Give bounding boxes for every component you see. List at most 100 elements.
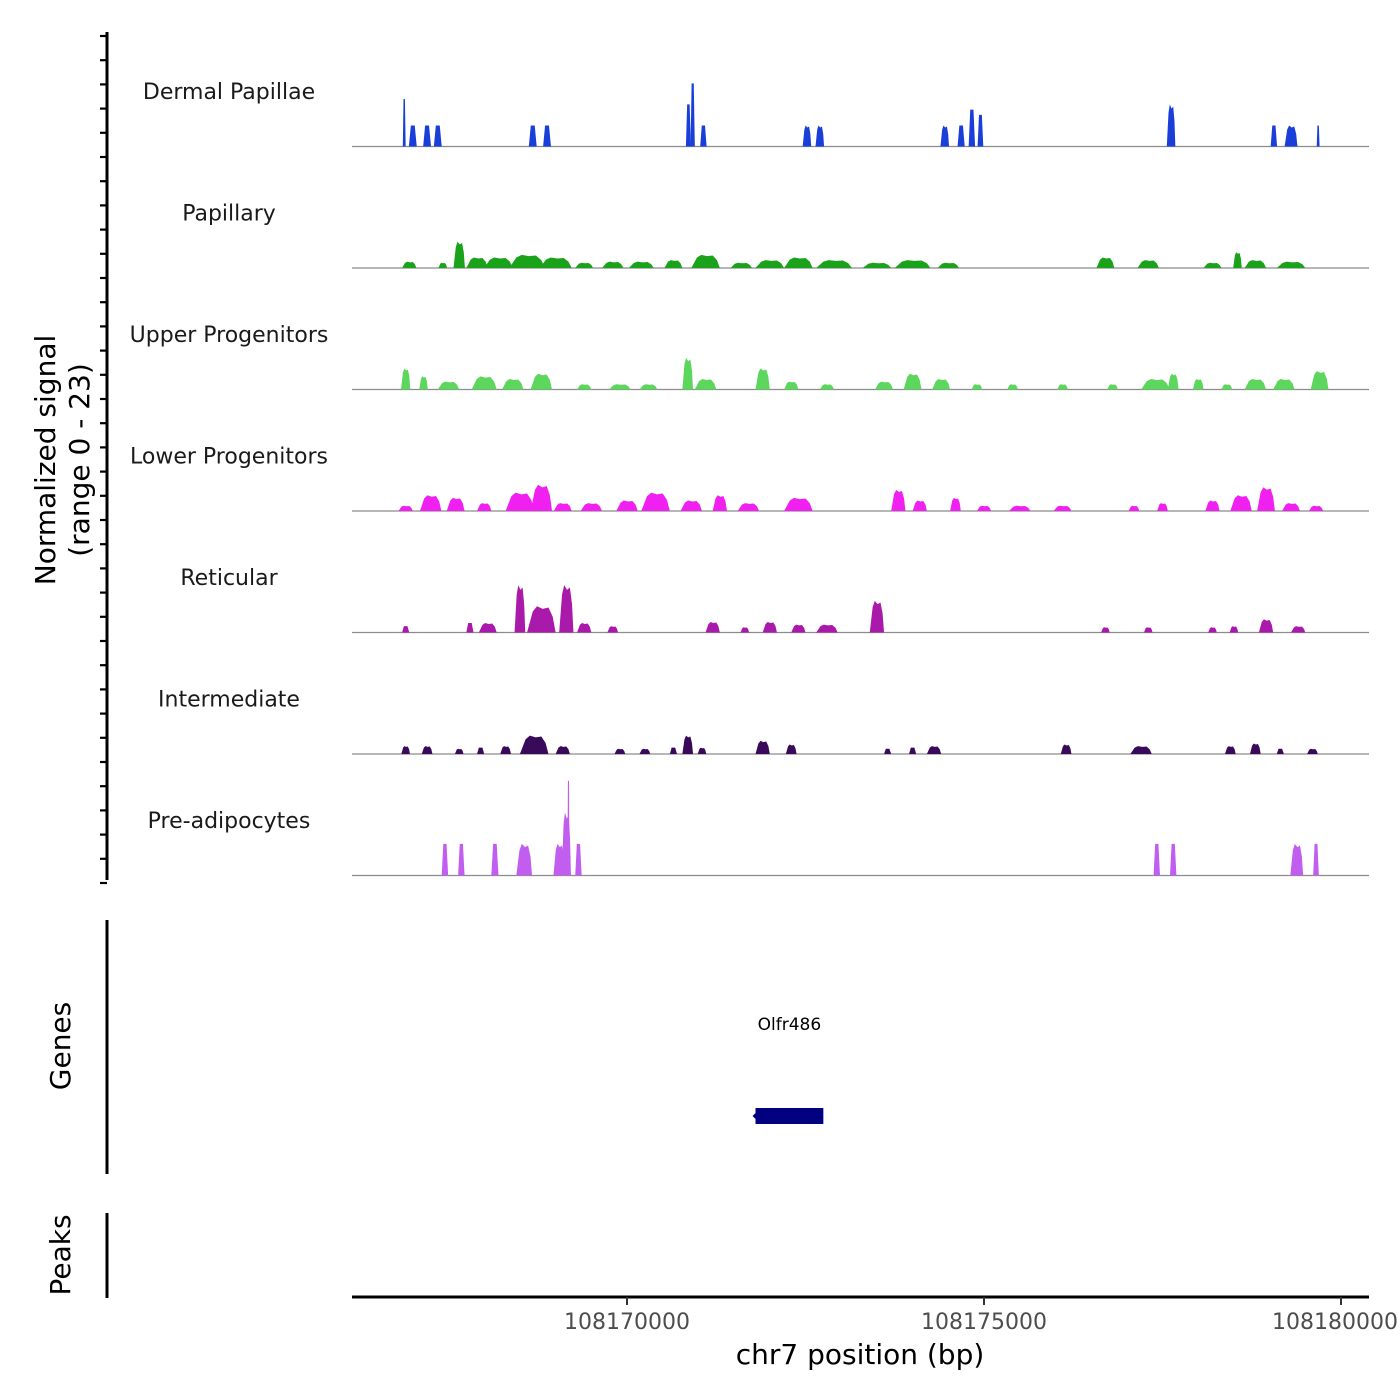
signal-peak xyxy=(1166,104,1176,147)
signal-peak xyxy=(1060,744,1072,754)
signal-peak xyxy=(1273,378,1295,390)
signal-peak xyxy=(1107,384,1118,390)
signal-peak xyxy=(937,262,960,268)
signal-peak xyxy=(527,606,556,633)
signal-peak xyxy=(909,747,917,754)
signal-peak xyxy=(419,376,428,390)
signal-peak xyxy=(1307,748,1318,754)
signal-peak xyxy=(1233,252,1242,268)
signal-peak xyxy=(1208,627,1217,633)
signal-peak xyxy=(575,843,582,876)
genes-panel-label: Genes xyxy=(44,1002,77,1090)
signal-peak xyxy=(580,503,603,511)
signal-peak xyxy=(903,373,922,390)
signal-peak xyxy=(607,626,619,633)
signal-peak xyxy=(976,505,992,511)
signal-peak xyxy=(466,257,488,268)
signal-peak xyxy=(737,503,760,511)
signal-axis-ticks xyxy=(100,34,107,885)
signal-peak xyxy=(816,624,838,633)
signal-peak xyxy=(466,623,474,633)
signal-peak xyxy=(509,254,545,268)
signal-peak xyxy=(505,492,535,511)
signal-peak xyxy=(491,843,499,876)
y-axis-title-line1: Normalized signal xyxy=(29,335,62,586)
signal-peak xyxy=(700,125,707,147)
signal-peak xyxy=(785,744,797,754)
signal-peak xyxy=(514,585,526,633)
signal-peak xyxy=(1153,843,1161,876)
signal-peak xyxy=(433,125,442,147)
signal-peak xyxy=(1130,746,1152,754)
track-lower-progenitors: Lower Progenitors xyxy=(130,445,1369,512)
signal-peak xyxy=(561,812,571,876)
signal-peak xyxy=(1229,626,1239,633)
signal-peak xyxy=(602,261,624,268)
track-label: Pre-adipocytes xyxy=(148,809,311,834)
signal-peak xyxy=(477,503,492,511)
signal-peak xyxy=(1284,125,1298,147)
signal-peak xyxy=(1167,373,1179,390)
signal-peak xyxy=(791,624,806,633)
y-axis-title: Normalized signal (range 0 - 23) xyxy=(29,335,96,586)
signal-peak xyxy=(1316,125,1320,147)
signal-peak xyxy=(755,260,785,268)
signal-peak xyxy=(1282,503,1300,511)
signal-peak xyxy=(1258,619,1274,633)
signal-peak xyxy=(401,368,411,390)
x-tick-label: 108170000 xyxy=(564,1310,690,1335)
signal-tracks: Dermal Papillae Papillary Upper Progenitor… xyxy=(130,80,1369,877)
signal-peak xyxy=(1230,495,1252,511)
signal-peak xyxy=(875,381,893,390)
signal-peak xyxy=(1101,627,1110,633)
signal-peak xyxy=(1249,743,1261,754)
genes-track: Olfr486 xyxy=(752,1015,824,1124)
track-papillary: Papillary xyxy=(182,202,1369,269)
signal-peak xyxy=(1057,384,1068,390)
signal-peak xyxy=(453,241,465,268)
signal-peak xyxy=(784,257,813,268)
signal-peak xyxy=(1143,627,1153,633)
signal-peak xyxy=(516,843,533,876)
track-reticular: Reticular xyxy=(180,566,1369,634)
signal-peak xyxy=(1096,257,1115,268)
signal-peak xyxy=(530,373,553,390)
signal-peak xyxy=(682,735,694,754)
signal-peak xyxy=(438,262,448,268)
signal-peak xyxy=(762,621,777,633)
signal-peak xyxy=(1270,125,1278,147)
signal-peak xyxy=(454,748,464,754)
signal-peak xyxy=(423,125,432,147)
signal-peak xyxy=(784,381,799,390)
signal-peak xyxy=(740,627,750,633)
signal-peak xyxy=(664,260,683,268)
signal-peak xyxy=(614,748,626,754)
track-dermal-papillae: Dermal Papillae xyxy=(143,80,1369,148)
signal-peak xyxy=(1313,843,1319,876)
signal-peak xyxy=(1244,378,1267,390)
signal-peak xyxy=(1128,505,1140,511)
signal-peak xyxy=(577,384,592,390)
signal-peak xyxy=(1221,384,1233,390)
gene-label: Olfr486 xyxy=(758,1015,822,1035)
track-intermediate: Intermediate xyxy=(158,688,1369,755)
signal-peak xyxy=(616,500,638,511)
signal-peak xyxy=(730,262,752,268)
signal-peak xyxy=(639,748,651,754)
signal-peak xyxy=(1157,503,1168,511)
signal-peak xyxy=(1291,626,1306,633)
signal-peak xyxy=(1008,505,1031,511)
signal-peak xyxy=(502,378,524,390)
signal-peak xyxy=(926,746,942,754)
signal-peak xyxy=(500,746,511,754)
signal-peak xyxy=(755,740,770,754)
signal-peak xyxy=(816,260,852,268)
gene-body xyxy=(755,1108,824,1124)
signal-peak xyxy=(1310,371,1329,390)
signal-peak xyxy=(577,623,592,633)
signal-peak xyxy=(932,378,951,390)
signal-peak xyxy=(639,384,658,390)
x-tick-label: 108180000 xyxy=(1272,1310,1398,1335)
signal-peak xyxy=(437,381,460,390)
